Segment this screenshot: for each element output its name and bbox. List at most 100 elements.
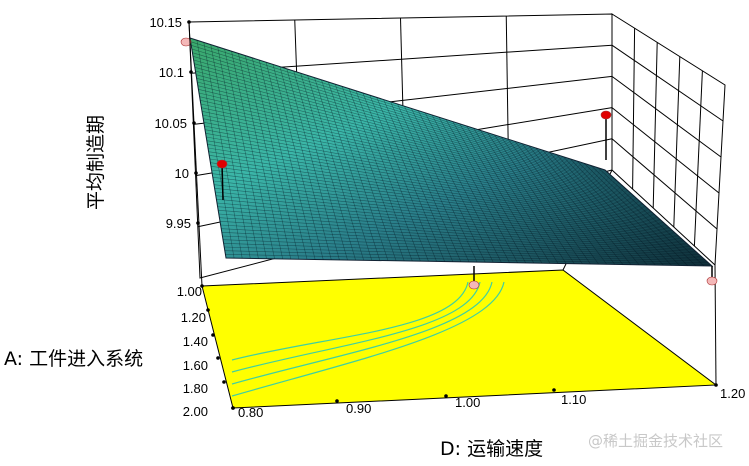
mesh-line <box>195 70 622 185</box>
mesh-line <box>521 143 616 265</box>
mesh-line <box>196 78 625 188</box>
mesh-line <box>208 151 661 220</box>
mesh-line <box>549 152 648 266</box>
mesh-line <box>411 108 486 263</box>
contour-line <box>231 281 469 361</box>
mesh-line <box>362 92 429 262</box>
mesh-line <box>201 111 641 203</box>
mesh-line <box>507 139 599 265</box>
mesh-line <box>417 110 494 263</box>
y-tick <box>222 380 226 384</box>
mesh-line <box>210 44 251 259</box>
mesh-line <box>217 46 259 259</box>
x-tick-label: 0.90 <box>346 401 371 416</box>
gridline <box>611 107 720 194</box>
z-tick-label: 9.95 <box>166 216 191 231</box>
mesh-line <box>528 145 624 265</box>
mesh-line <box>542 150 640 265</box>
mesh-line <box>334 84 397 261</box>
mesh-line <box>201 107 639 201</box>
y-tick-label: 1.00 <box>177 284 202 299</box>
z-axis-label: 平均制造期 <box>85 115 107 210</box>
z-tick-label: 10.1 <box>159 65 184 80</box>
design-point <box>468 280 480 290</box>
mesh-line <box>196 40 235 259</box>
design-point <box>216 159 228 169</box>
mesh-line <box>207 147 659 219</box>
mesh-line <box>206 140 655 216</box>
mesh-line <box>209 155 663 222</box>
mesh-line <box>390 101 462 262</box>
mesh-line <box>222 239 704 259</box>
x-tick <box>231 406 235 410</box>
mesh-line <box>452 121 535 264</box>
mesh-line <box>480 130 567 264</box>
mesh-line <box>286 68 340 260</box>
z-tick <box>194 171 198 175</box>
mesh-line <box>341 86 405 262</box>
mesh-line <box>202 114 643 204</box>
x-tick-label: 0.80 <box>238 405 263 420</box>
mesh-line <box>200 103 638 200</box>
mesh-line <box>535 147 632 265</box>
mesh-line <box>383 99 454 262</box>
mesh-line <box>209 158 664 224</box>
mesh-line <box>590 165 697 266</box>
floor-edge <box>714 264 717 386</box>
mesh-line <box>224 48 267 259</box>
axes: 10.15 10.1 10.05 10 9.95 1.00 1.20 1.40 1.60 1.80… <box>149 15 745 420</box>
mesh-line <box>204 125 648 209</box>
mesh-line <box>265 62 316 260</box>
gridline <box>652 42 658 209</box>
contour-line <box>231 281 493 385</box>
mesh-line <box>191 48 611 176</box>
z-tick <box>187 20 191 24</box>
y-tick <box>200 284 204 288</box>
mesh-line <box>220 224 696 252</box>
mesh-line <box>221 228 698 254</box>
mesh-line <box>238 53 283 259</box>
mesh-line <box>224 250 709 264</box>
contour-line <box>231 281 505 397</box>
x-tick <box>335 399 339 403</box>
mesh-line <box>258 59 308 260</box>
mesh-line <box>199 96 634 196</box>
mesh-line <box>445 119 526 264</box>
mesh-line <box>194 63 618 182</box>
mesh-line <box>487 132 575 264</box>
mesh-line <box>212 173 672 230</box>
y-tick-label: 1.60 <box>183 358 208 373</box>
y-tick <box>216 356 220 360</box>
mesh-line <box>219 221 695 251</box>
mesh-line <box>218 210 689 246</box>
mesh-line <box>494 134 583 265</box>
x-tick <box>444 394 448 398</box>
mesh-line <box>204 129 650 211</box>
mesh-line <box>404 106 478 263</box>
mesh-line <box>223 243 705 260</box>
mesh-line <box>217 206 688 244</box>
mesh-line <box>563 156 664 266</box>
mesh-line <box>197 85 629 192</box>
mesh-line <box>376 97 445 262</box>
mesh-line <box>556 154 656 266</box>
mesh-line <box>293 70 348 261</box>
mesh-line <box>245 55 292 260</box>
contour-line <box>231 281 481 373</box>
mesh-line <box>203 122 647 208</box>
mesh-line <box>197 81 627 190</box>
mesh-line <box>192 52 613 177</box>
x-tick-label: 1.00 <box>455 395 480 410</box>
gridline <box>673 56 681 228</box>
mesh-line <box>210 162 666 225</box>
mesh-line <box>348 88 413 262</box>
x-tick-label: 1.10 <box>561 392 586 407</box>
mesh-line <box>198 89 631 193</box>
mesh-line <box>355 90 421 262</box>
design-point <box>180 37 192 47</box>
mesh-line <box>213 180 675 233</box>
mesh-line <box>397 103 470 263</box>
y-tick <box>211 333 215 337</box>
mesh-line <box>190 41 607 172</box>
mesh-line <box>207 144 657 217</box>
